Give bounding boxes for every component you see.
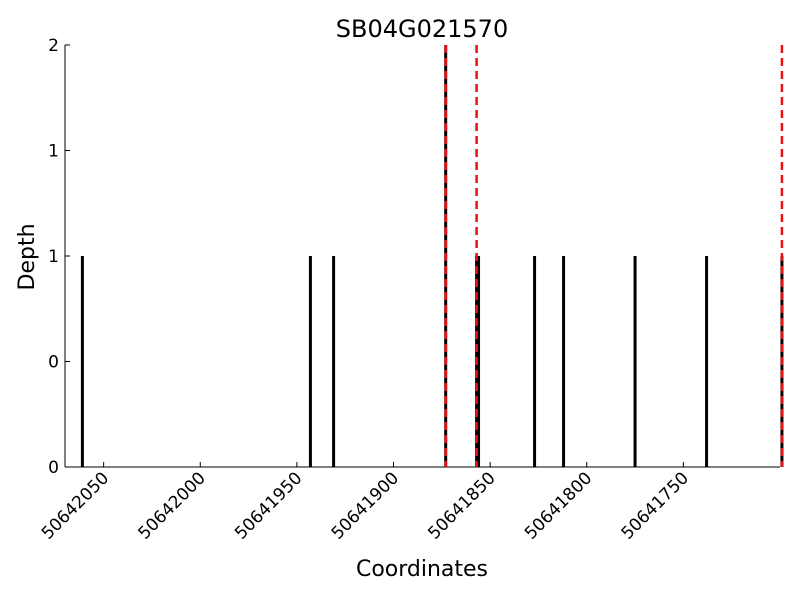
- x-tick-label: 50641950: [231, 468, 306, 543]
- x-axis-label: Coordinates: [356, 557, 488, 582]
- x-tick-label: 50642000: [134, 468, 209, 543]
- depth-bar: [633, 256, 637, 467]
- y-tick-label: 0: [48, 458, 59, 478]
- depth-bar: [477, 256, 481, 467]
- depth-bar: [705, 256, 709, 467]
- y-tick-label: 1: [48, 247, 59, 267]
- x-tick-label: 50641750: [618, 468, 693, 543]
- y-tick-label: 2: [48, 36, 59, 56]
- depth-bar: [332, 256, 336, 467]
- y-tick-label: 1: [48, 142, 59, 162]
- x-tick-label: 50641800: [521, 468, 596, 543]
- plot-area: 0 0 1 1 2 50642050 50642000 50641950 50641900 506…: [38, 36, 784, 544]
- depth-bar: [533, 256, 537, 467]
- depth-bar: [308, 256, 312, 467]
- x-tick-label: 50641900: [328, 468, 403, 543]
- depth-bar: [562, 256, 566, 467]
- depth-bar: [80, 256, 84, 467]
- x-tick-label: 50642050: [38, 468, 113, 543]
- y-tick-label: 0: [48, 353, 59, 373]
- chart-title: SB04G021570: [336, 15, 508, 43]
- x-tick-label: 50641850: [424, 468, 499, 543]
- y-axis-label: Depth: [15, 223, 40, 290]
